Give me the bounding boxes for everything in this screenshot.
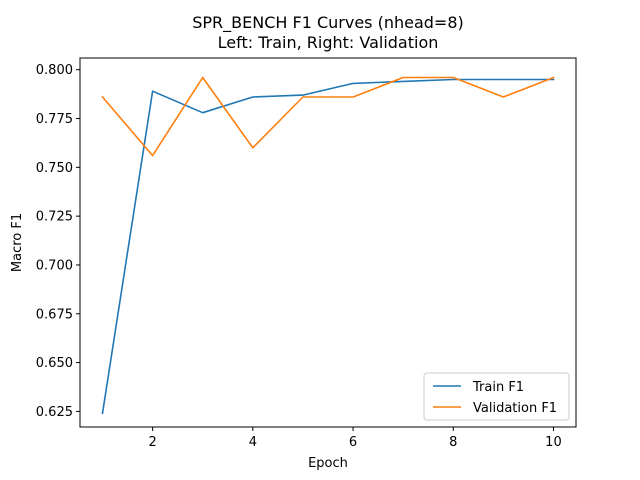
y-tick-label: 0.800 bbox=[36, 63, 73, 78]
y-tick-label: 0.675 bbox=[36, 307, 73, 322]
plot-frame bbox=[79, 57, 577, 428]
x-tick-label: 8 bbox=[449, 435, 457, 450]
y-tick-label: 0.725 bbox=[36, 210, 73, 225]
y-tick-label: 0.700 bbox=[36, 258, 73, 273]
x-tick-label: 2 bbox=[149, 435, 157, 450]
y-tick-label: 0.775 bbox=[36, 112, 73, 127]
series-line-train bbox=[101, 78, 555, 415]
y-tick-label: 0.625 bbox=[36, 405, 73, 420]
x-tick-label: 4 bbox=[249, 435, 257, 450]
chart-subtitle: Left: Train, Right: Validation bbox=[218, 33, 439, 52]
x-tick-label: 6 bbox=[349, 435, 357, 450]
y-axis-label: Macro F1 bbox=[10, 213, 25, 272]
legend-label-train: Train F1 bbox=[472, 380, 524, 395]
series-line-validation bbox=[101, 76, 555, 157]
y-tick-label: 0.650 bbox=[36, 356, 73, 371]
x-axis-label: Epoch bbox=[308, 456, 348, 471]
chart-title: SPR_BENCH F1 Curves (nhead=8) bbox=[192, 13, 464, 33]
x-tick-label: 10 bbox=[545, 435, 562, 450]
y-tick-label: 0.750 bbox=[36, 161, 73, 176]
legend-label-validation: Validation F1 bbox=[473, 401, 557, 416]
series-layer bbox=[101, 76, 555, 415]
legend: Train F1 Validation F1 bbox=[423, 372, 570, 421]
ticks-layer: 2 4 6 8 10 0.625 0.650 0.675 0.700 0.725 0.750 0.77… bbox=[36, 63, 562, 450]
legend-box bbox=[423, 372, 570, 421]
